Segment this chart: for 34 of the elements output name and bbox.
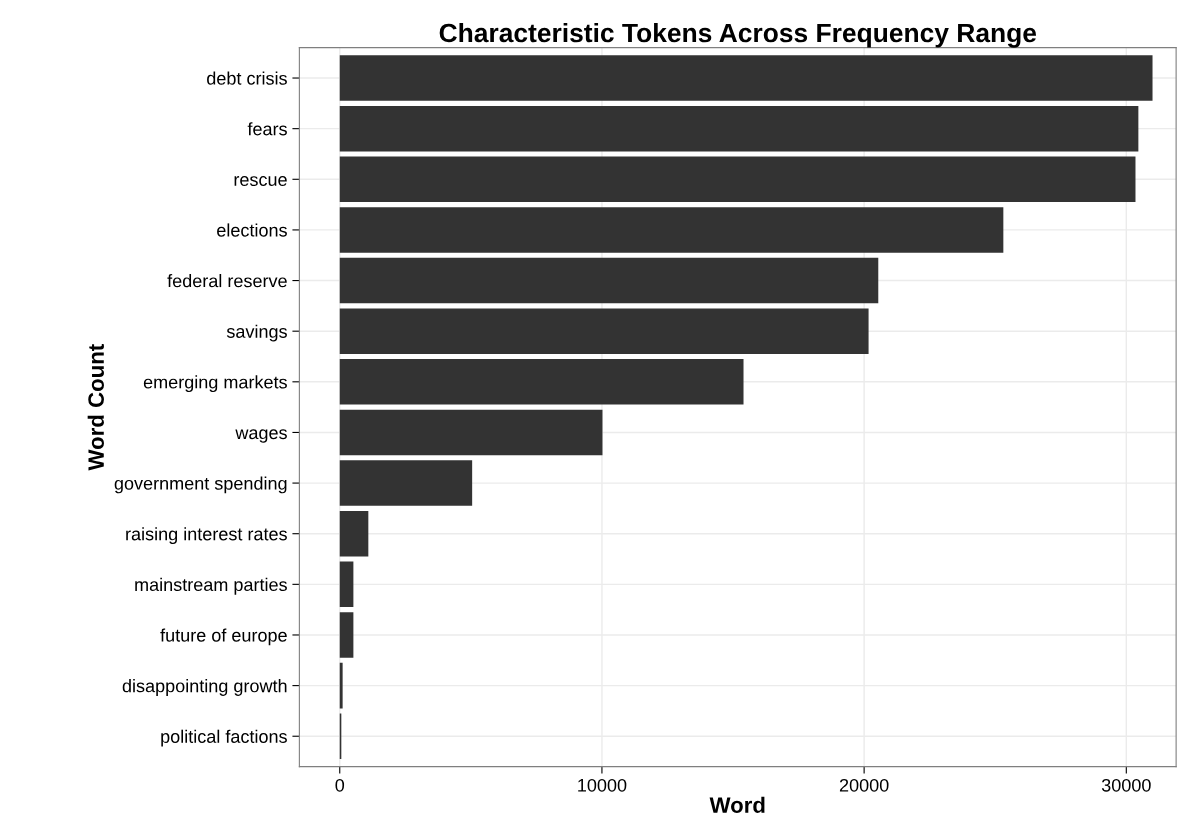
chart-title: Characteristic Tokens Across Frequency Range bbox=[439, 22, 1037, 48]
bar bbox=[339, 308, 869, 354]
x-tick-label: 0 bbox=[335, 778, 345, 792]
bar bbox=[339, 207, 1004, 253]
bar bbox=[339, 612, 354, 658]
bar bbox=[339, 55, 1153, 101]
y-tick-label: savings bbox=[226, 324, 287, 342]
y-tick-label: future of europe bbox=[160, 628, 287, 646]
x-tick-label: 30000 bbox=[1101, 778, 1151, 792]
bar bbox=[339, 460, 473, 506]
bar bbox=[339, 359, 744, 405]
x-tick-label: 10000 bbox=[578, 778, 627, 792]
x-tick-label: 20000 bbox=[839, 778, 889, 792]
y-tick-label: federal reserve bbox=[167, 274, 287, 288]
bar bbox=[339, 662, 343, 709]
bar bbox=[339, 561, 354, 608]
y-tick-label: emerging markets bbox=[143, 375, 287, 393]
y-tick-label: rescue bbox=[234, 176, 287, 187]
y-tick-label: political factions bbox=[161, 729, 287, 747]
y-tick-label: wages bbox=[235, 429, 287, 443]
y-tick-label: fears bbox=[247, 122, 287, 136]
y-tick-label: mainstream parties bbox=[135, 577, 287, 595]
bar bbox=[339, 257, 879, 304]
y-axis-title: Word Count bbox=[87, 344, 104, 471]
y-tick-label: government spending bbox=[114, 476, 287, 494]
y-tick-label: elections bbox=[217, 223, 287, 237]
y-tick-label: raising interest rates bbox=[126, 527, 287, 544]
bar bbox=[339, 156, 1136, 203]
bar bbox=[339, 409, 603, 456]
bar bbox=[339, 510, 369, 557]
x-axis-title: Word bbox=[709, 796, 765, 813]
bar bbox=[339, 105, 1139, 152]
y-tick-label: disappointing growth bbox=[122, 679, 287, 696]
y-tick-label: debt crisis bbox=[207, 71, 287, 85]
